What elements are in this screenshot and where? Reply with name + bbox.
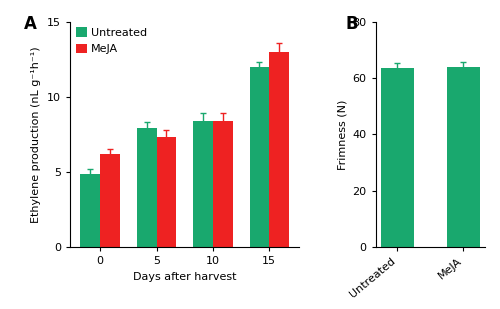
Bar bbox=[137, 129, 156, 247]
X-axis label: Days after harvest: Days after harvest bbox=[133, 272, 236, 282]
Text: B: B bbox=[345, 15, 358, 33]
Bar bbox=[100, 154, 120, 247]
Y-axis label: Frimness (N): Frimness (N) bbox=[337, 99, 347, 170]
Bar bbox=[447, 67, 480, 247]
Y-axis label: Ethylene production (nL g⁻¹h⁻¹): Ethylene production (nL g⁻¹h⁻¹) bbox=[32, 46, 42, 223]
Bar bbox=[80, 174, 100, 247]
Bar bbox=[213, 121, 233, 247]
Bar bbox=[380, 68, 414, 247]
Text: A: A bbox=[24, 15, 37, 33]
Bar bbox=[270, 52, 289, 247]
Bar bbox=[156, 138, 176, 247]
Bar bbox=[250, 67, 270, 247]
Bar bbox=[193, 121, 213, 247]
Legend: Untreated, MeJA: Untreated, MeJA bbox=[74, 25, 150, 57]
